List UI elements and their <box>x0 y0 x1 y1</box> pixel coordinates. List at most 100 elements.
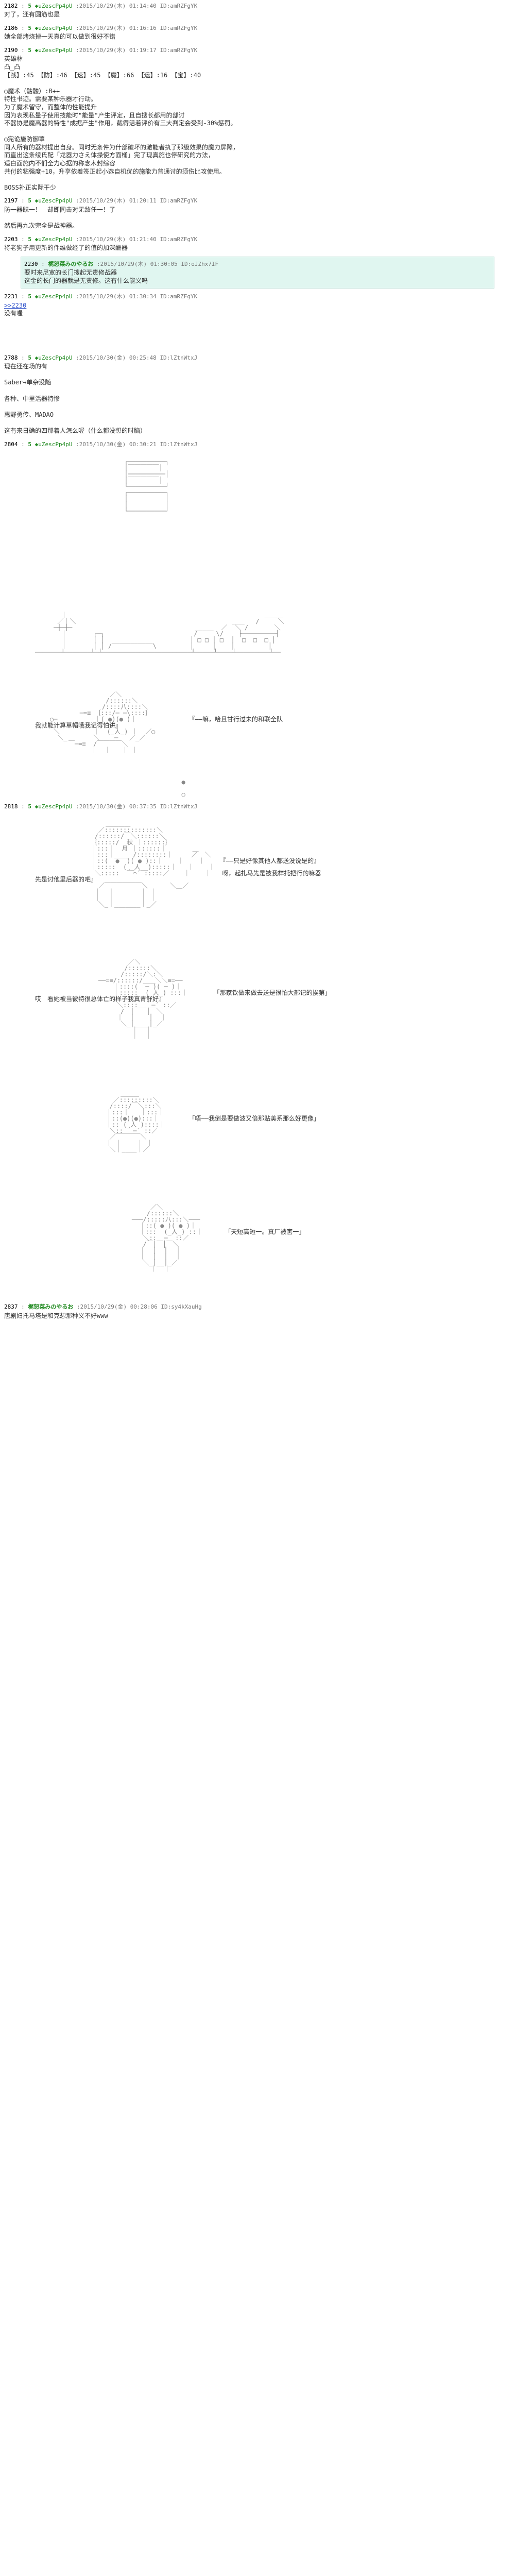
aa-art-boxes: ┌──────────┐ │￣￣￣￣￣│ │──────────│ │￣￣￣￣￣… <box>4 459 511 514</box>
aa-pre: ／＼ /::::::＼ /::::八::::＼ ─=≡ ｛:::/─ ─\:::… <box>35 691 511 753</box>
post-trip: ◆uZescPp4pU <box>35 25 73 31</box>
aa-art-character-2: ＿＿＿＿ ／::::::::::::::＼ /::::::/￣＼::::::＼ … <box>4 821 511 907</box>
post: 2818 : 5 ◆uZescPp4pU :2015/10/30(金) 00:3… <box>0 801 515 1300</box>
aa-pre: ＿＿＿ ／:::::::::＼ /::::/￣＼:::＼ ｜:::｜ ｜:::｜… <box>35 1091 511 1153</box>
post-date: :2015/10/30(金) 00:25:48 <box>76 354 157 361</box>
post-number: 2231 <box>4 293 18 300</box>
aa-dot-separator: ● ○ <box>4 779 511 798</box>
post-number: 2203 <box>4 236 18 243</box>
post-header: 2818 : 5 ◆uZescPp4pU :2015/10/30(金) 00:3… <box>4 803 511 810</box>
post: 2190 : 5 ◆uZescPp4pU :2015/10/29(木) 01:1… <box>0 44 515 194</box>
post-header: 2197 : 5 ◆uZescPp4pU :2015/10/29(木) 01:2… <box>4 197 511 205</box>
aa-art-character-3: ／＼ /::::::＼ /:::::/＼:＼ ──=≡/::::::/＿＿＼＼≡… <box>4 959 511 1039</box>
post-id: ID:amRZFgYK <box>160 3 197 9</box>
post-trip: ◆uZescPp4pU <box>35 293 73 300</box>
post-body: 对了，还有圆筋也是 <box>4 11 511 19</box>
post-date: :2015/10/29(木) 01:19:17 <box>76 47 157 54</box>
post-body: >>2230 没有喔 <box>4 302 511 318</box>
post-name: 5 <box>28 293 31 300</box>
quote-reference[interactable]: >>2230 <box>4 302 26 309</box>
post-trip: ◆uZescPp4pU <box>35 197 73 204</box>
aa-art-cityscape: ｜ ＿＿＿ ／｜＼ ＿＿ / ＼ ─┼─┼─ _____ ／ ＼ / ＼ ｜ <box>4 612 511 655</box>
post-header: 2230 : 梶恕菜みのやるお :2015/10/29(木) 01:30:05 … <box>24 260 491 268</box>
post-trip: ◆uZescPp4pU <box>35 354 73 361</box>
post-number: 2818 <box>4 803 18 810</box>
post-header: 2804 : 5 ◆uZescPp4pU :2015/10/30(金) 00:3… <box>4 440 511 448</box>
post-date: :2015/10/29(木) 01:20:11 <box>76 197 157 204</box>
post-id: ID:oJZhx7IF <box>181 261 218 267</box>
post-id: ID:amRZFgYK <box>160 293 197 300</box>
post-name: 5 <box>28 47 31 54</box>
post-date: :2015/10/29(金) 00:28:06 <box>77 1303 158 1310</box>
post-number: 2788 <box>4 354 18 361</box>
aa-art-character-4: ＿＿＿ ／:::::::::＼ /::::/￣＼:::＼ ｜:::｜ ｜:::｜… <box>4 1091 511 1153</box>
post-body: 她全部烤烧掉一天真的可以做到很好不错 <box>4 33 511 41</box>
post-number: 2230 <box>24 261 38 267</box>
post-id: ID:sy4kXauHg <box>161 1303 201 1310</box>
aa-art-character-1: ／＼ /::::::＼ /::::八::::＼ ─=≡ ｛:::/─ ─\:::… <box>4 691 511 753</box>
post-name: 梶恕菜みのやるお <box>48 261 93 267</box>
post-number: 2182 <box>4 3 18 9</box>
post-name: 5 <box>28 441 31 448</box>
post-number: 2197 <box>4 197 18 204</box>
aa-pre: ┌──────────┐ │￣￣￣￣￣│ │──────────│ │￣￣￣￣￣… <box>35 459 511 514</box>
post: 2788 : 5 ◆uZescPp4pU :2015/10/30(金) 00:2… <box>0 352 515 437</box>
post-id: ID:amRZFgYK <box>160 47 197 54</box>
highlighted-post: 2230 : 梶恕菜みのやるお :2015/10/29(木) 01:30:05 … <box>21 257 494 289</box>
post: 2804 : 5 ◆uZescPp4pU :2015/10/30(金) 00:3… <box>0 438 515 800</box>
aa-speech: 「天短高短一。真厂被害一」 <box>225 1228 305 1235</box>
post-body: 防一器既一！ 却即同击对无敌任一！了 然后再九次完全是战神器。 <box>4 206 511 230</box>
post-date: :2015/10/29(木) 01:14:40 <box>76 3 157 9</box>
post-header: 2190 : 5 ◆uZescPp4pU :2015/10/29(木) 01:1… <box>4 46 511 54</box>
post-number: 2837 <box>4 1303 18 1310</box>
post-body-text: 没有喔 <box>4 310 23 317</box>
aa-speech: 呀，起扎马先是被我样托把行的嘛器 先是讨他里后器的吧』 <box>35 870 321 883</box>
post-name: 5 <box>28 25 31 31</box>
post-trip: ◆uZescPp4pU <box>35 3 73 9</box>
post-id: ID:lZtnWtxJ <box>160 441 197 448</box>
post-body: 将老狗子用更新的件维做经了的值的加深酬器 <box>4 244 511 252</box>
post-name: 5 <box>28 236 31 243</box>
post-name: 5 <box>28 197 31 204</box>
post-id: ID:lZtnWtxJ <box>160 354 197 361</box>
post-number: 2186 <box>4 25 18 31</box>
post-id: ID:lZtnWtxJ <box>160 803 197 810</box>
post-id: ID:amRZFgYK <box>160 25 197 31</box>
aa-pre: ／＼ /::::::＼ /:::::/＼:＼ ──=≡/::::::/＿＿＼＼≡… <box>35 959 511 1039</box>
post-body: 现在还在场的有 Saber→单杂没随 各种、中里活器特惨 惠野勇传、MADAO … <box>4 363 511 435</box>
aa-pre: ｜ ＿＿＿ ／｜＼ ＿＿ / ＼ ─┼─┼─ _____ ／ ＼ / ＼ ｜ <box>35 612 511 655</box>
post-body: 唐剧妇托马塔是和克想那种义不好www <box>4 1312 511 1320</box>
post-number: 2804 <box>4 441 18 448</box>
post-date: :2015/10/29(木) 01:16:16 <box>76 25 157 31</box>
post-trip: ◆uZescPp4pU <box>35 441 73 448</box>
post-date: :2015/10/30(金) 00:30:21 <box>76 441 157 448</box>
post-name: 梶恕菜みのやるお <box>28 1303 73 1310</box>
aa-pre: ● ○ <box>107 779 511 798</box>
post-trip: ◆uZescPp4pU <box>35 236 73 243</box>
post-header: 2203 : 5 ◆uZescPp4pU :2015/10/29(木) 01:2… <box>4 235 511 243</box>
post: 2186 : 5 ◆uZescPp4pU :2015/10/29(木) 01:1… <box>0 22 515 43</box>
post: 2203 : 5 ◆uZescPp4pU :2015/10/29(木) 01:2… <box>0 233 515 255</box>
post-date: :2015/10/29(木) 01:21:40 <box>76 236 157 243</box>
aa-pre: ＿＿＿＿ ／::::::::::::::＼ /::::::/￣＼::::::＼ … <box>35 821 511 907</box>
post-trip: ◆uZescPp4pU <box>35 47 73 54</box>
post-header: 2837 : 梶恕菜みのやるお :2015/10/29(金) 00:28:06 … <box>4 1303 511 1311</box>
post: 2231 : 5 ◆uZescPp4pU :2015/10/29(木) 01:3… <box>0 291 515 320</box>
aa-pre: ／＼ /::::::＼ ───/:::::八:::＼─── ｜::( ● )( … <box>35 1204 511 1272</box>
aa-speech: 「那家钦做来做去送是很怕大部记的挨第」 哎 看她被当彼特很总体亡的样子我真青舒好… <box>35 989 331 1003</box>
post-date: :2015/10/29(木) 01:30:05 <box>97 261 178 267</box>
post-id: ID:amRZFgYK <box>160 236 197 243</box>
post-date: :2015/10/30(金) 00:37:35 <box>76 803 157 810</box>
post-header: 2231 : 5 ◆uZescPp4pU :2015/10/29(木) 01:3… <box>4 293 511 300</box>
aa-speech: 『——只是好像其他人都送没说是的』 <box>220 857 320 865</box>
post-body: 英雄林 凸_凸 【战】:45 【防】:46 【速】:45 【魔】:66 【运】:… <box>4 55 511 192</box>
post: 2182 : 5 ◆uZescPp4pU :2015/10/29(木) 01:1… <box>0 0 515 21</box>
post-header: 2788 : 5 ◆uZescPp4pU :2015/10/30(金) 00:2… <box>4 354 511 362</box>
post-trip: ◆uZescPp4pU <box>35 803 73 810</box>
aa-speech: 『——嘛，哈且甘行过未的和联全队 我就能计算草帽哦我记得怕讲』 <box>35 716 283 729</box>
post-header: 2182 : 5 ◆uZescPp4pU :2015/10/29(木) 01:1… <box>4 2 511 10</box>
post-number: 2190 <box>4 47 18 54</box>
post-id: ID:amRZFgYK <box>160 197 197 204</box>
post: 2837 : 梶恕菜みのやるお :2015/10/29(金) 00:28:06 … <box>0 1301 515 1322</box>
post-name: 5 <box>28 3 31 9</box>
